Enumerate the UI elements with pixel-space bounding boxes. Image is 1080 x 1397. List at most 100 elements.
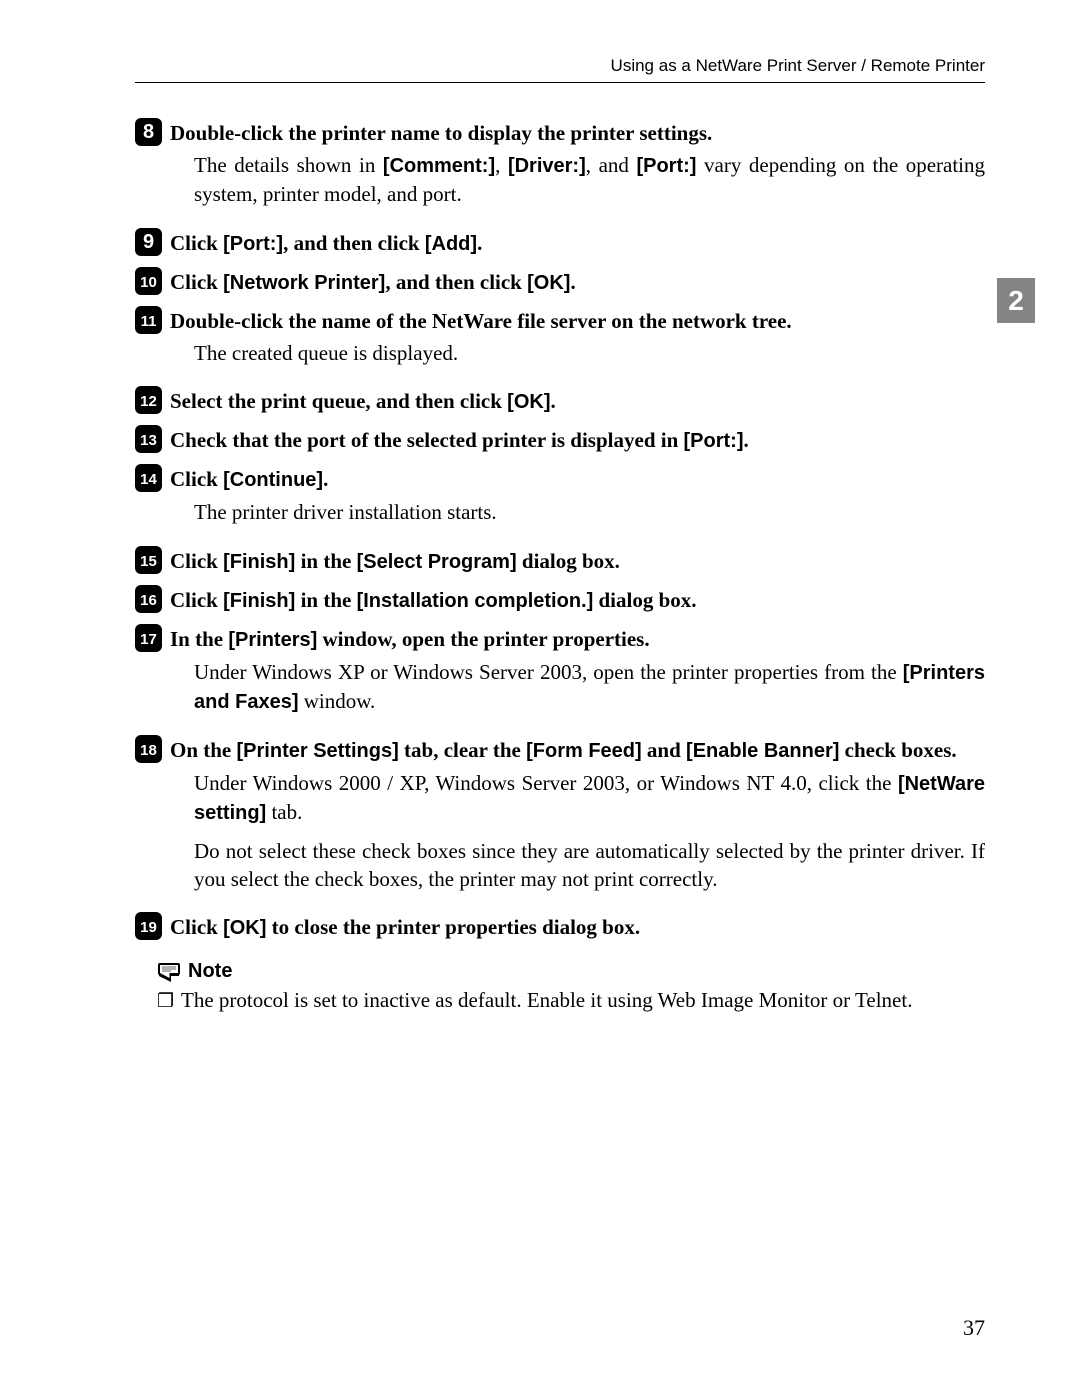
step-number-badge: 16 — [135, 584, 162, 614]
ui-label: [Port:] — [636, 155, 696, 177]
page-number: 37 — [963, 1315, 985, 1341]
step-body: Click [Finish] in the [Installation comp… — [170, 586, 985, 615]
step: 15 Click [Finish] in the [Select Program… — [135, 547, 985, 576]
step-number-badge: 19 — [135, 911, 162, 941]
step-content: The printer driver installation starts. — [170, 498, 985, 526]
step-body: Double-click the name of the NetWare fil… — [170, 307, 985, 378]
ui-label: [OK] — [223, 917, 266, 939]
svg-text:12: 12 — [140, 393, 157, 410]
step: 11 Double-click the name of the NetWare … — [135, 307, 985, 378]
svg-text:11: 11 — [141, 313, 157, 330]
step-number-badge: 11 — [135, 305, 162, 335]
step-paragraph: The printer driver installation starts. — [194, 498, 985, 526]
step-paragraph: The created queue is displayed. — [194, 339, 985, 367]
ui-label: [OK] — [507, 391, 550, 413]
step-content: Under Windows XP or Windows Server 2003,… — [170, 658, 985, 716]
ui-label: [Printers and Faxes] — [194, 662, 985, 713]
step: 12 Select the print queue, and then clic… — [135, 387, 985, 416]
note-text: The protocol is set to inactive as defau… — [181, 987, 985, 1016]
note-bullet-icon: ❐ — [157, 987, 181, 1016]
step-body: Click [Continue]. The printer driver inst… — [170, 465, 985, 536]
step-content: Under Windows 2000 / XP, Windows Server … — [170, 769, 985, 894]
page-content: Using as a NetWare Print Server / Remote… — [0, 0, 1080, 1056]
step-number-badge: 10 — [135, 266, 162, 296]
step: 17 In the [Printers] window, open the pr… — [135, 625, 985, 726]
step-body: Click [Port:], and then click [Add]. — [170, 229, 985, 258]
step-heading: Click [Port:], and then click [Add]. — [170, 229, 985, 258]
svg-text:16: 16 — [140, 592, 157, 609]
step-number-badge: 13 — [135, 424, 162, 454]
step-heading: Check that the port of the selected prin… — [170, 426, 985, 455]
svg-text:13: 13 — [140, 432, 157, 449]
ui-label: [Continue] — [223, 469, 323, 491]
ui-label: [OK] — [527, 272, 570, 294]
ui-label: [Port:] — [684, 430, 744, 452]
ui-label: [Form Feed] — [526, 740, 642, 762]
step-number-badge: 9 — [135, 227, 162, 257]
step-body: Select the print queue, and then click [… — [170, 387, 985, 416]
step-heading: Double-click the name of the NetWare fil… — [170, 307, 985, 335]
ui-label: [Enable Banner] — [686, 740, 839, 762]
step: 19 Click [OK] to close the printer prope… — [135, 913, 985, 942]
note-item: ❐ The protocol is set to inactive as def… — [157, 987, 985, 1016]
step-body: On the [Printer Settings] tab, clear the… — [170, 736, 985, 904]
step: 18 On the [Printer Settings] tab, clear … — [135, 736, 985, 904]
step-heading: In the [Printers] window, open the print… — [170, 625, 985, 654]
svg-text:17: 17 — [140, 631, 157, 648]
step-body: Click [Finish] in the [Select Program] d… — [170, 547, 985, 576]
step: 14 Click [Continue]. The printer driver i… — [135, 465, 985, 536]
steps-list: 8 Double-click the printer name to displ… — [135, 119, 985, 942]
step-number-badge: 15 — [135, 545, 162, 575]
ui-label: [Add] — [425, 233, 477, 255]
step: 8 Double-click the printer name to displ… — [135, 119, 985, 219]
step: 9 Click [Port:], and then click [Add]. — [135, 229, 985, 258]
step-heading: Click [Network Printer], and then click … — [170, 268, 985, 297]
ui-label: [Port:] — [223, 233, 283, 255]
ui-label: [Printers] — [228, 629, 317, 651]
step-heading: Click [OK] to close the printer properti… — [170, 913, 985, 942]
chapter-tab: 2 — [997, 278, 1035, 323]
note-icon — [157, 962, 181, 982]
step-body: Click [Network Printer], and then click … — [170, 268, 985, 297]
svg-text:14: 14 — [140, 471, 157, 488]
step-body: Check that the port of the selected prin… — [170, 426, 985, 455]
ui-label: [Finish] — [223, 590, 295, 612]
ui-label: [Installation completion.] — [357, 590, 594, 612]
svg-text:19: 19 — [140, 919, 157, 936]
step-heading: Click [Finish] in the [Select Program] d… — [170, 547, 985, 576]
ui-label: [Select Program] — [357, 551, 517, 573]
step-number-badge: 8 — [135, 117, 162, 147]
running-header: Using as a NetWare Print Server / Remote… — [135, 56, 985, 83]
step-number-badge: 12 — [135, 385, 162, 415]
ui-label: [NetWare setting] — [194, 773, 985, 824]
ui-label: [Finish] — [223, 551, 295, 573]
svg-text:15: 15 — [140, 553, 157, 570]
ui-label: [Driver:] — [508, 155, 586, 177]
step-content: The details shown in [Comment:], [Driver… — [170, 151, 985, 208]
step-number-badge: 18 — [135, 734, 162, 764]
note-heading-row: Note — [157, 960, 985, 983]
svg-text:8: 8 — [143, 121, 154, 143]
step-paragraph: The details shown in [Comment:], [Driver… — [194, 151, 985, 208]
step-heading: Click [Finish] in the [Installation comp… — [170, 586, 985, 615]
note-label: Note — [188, 960, 232, 983]
step-heading: On the [Printer Settings] tab, clear the… — [170, 736, 985, 765]
step-paragraph: Do not select these check boxes since th… — [194, 837, 985, 894]
ui-label: [Comment:] — [383, 155, 495, 177]
step-heading: Select the print queue, and then click [… — [170, 387, 985, 416]
ui-label: [Printer Settings] — [237, 740, 399, 762]
svg-text:18: 18 — [140, 742, 157, 759]
step-paragraph: Under Windows 2000 / XP, Windows Server … — [194, 769, 985, 827]
step-paragraph: Under Windows XP or Windows Server 2003,… — [194, 658, 985, 716]
step-body: Click [OK] to close the printer properti… — [170, 913, 985, 942]
step-heading: Double-click the printer name to display… — [170, 119, 985, 147]
svg-text:9: 9 — [143, 231, 154, 253]
ui-label: [Network Printer] — [223, 272, 385, 294]
step-content: The created queue is displayed. — [170, 339, 985, 367]
step-heading: Click [Continue]. — [170, 465, 985, 494]
step-number-badge: 17 — [135, 623, 162, 653]
step: 13 Check that the port of the selected p… — [135, 426, 985, 455]
svg-text:10: 10 — [140, 274, 157, 291]
step-body: Double-click the printer name to display… — [170, 119, 985, 219]
step-body: In the [Printers] window, open the print… — [170, 625, 985, 726]
